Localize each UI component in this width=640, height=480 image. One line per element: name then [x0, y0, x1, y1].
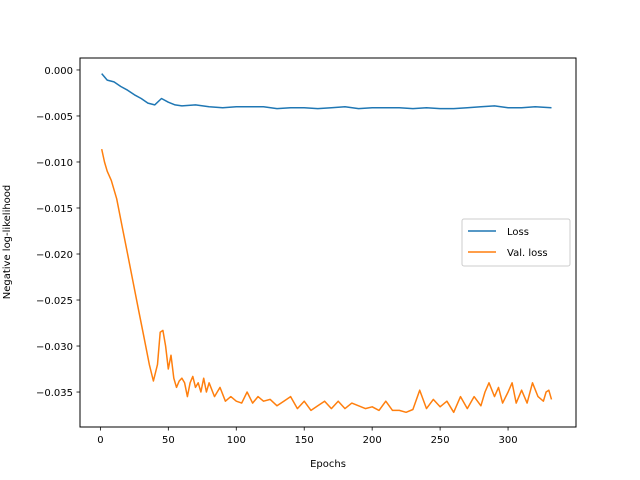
x-tick-label: 200 [363, 435, 382, 446]
x-tick-label: 100 [227, 435, 246, 446]
y-tick-label: −0.035 [36, 388, 73, 399]
legend-label-loss: Loss [507, 227, 529, 238]
legend: Loss Val. loss [461, 218, 571, 267]
series-line-loss [101, 73, 552, 110]
legend-label-val-loss: Val. loss [507, 248, 548, 259]
y-tick-label: −0.015 [36, 204, 73, 215]
y-axis: 0.000 −0.005 −0.010 −0.015 −0.020 −0.025 −0.03… [36, 66, 80, 399]
x-axis: 0 50 100 150 200 250 300 [97, 427, 518, 446]
axes-frame [79, 57, 577, 428]
y-tick-label: 0.000 [44, 66, 73, 77]
plot-area [100, 73, 553, 414]
y-tick-label: −0.020 [36, 250, 73, 261]
x-tick-label: 150 [295, 435, 314, 446]
x-tick-label: 0 [97, 435, 103, 446]
x-tick-label: 50 [162, 435, 175, 446]
x-axis-title: Epochs [310, 459, 346, 470]
y-tick-label: −0.005 [36, 112, 73, 123]
x-tick-label: 300 [499, 435, 518, 446]
y-tick-label: −0.030 [36, 342, 73, 353]
x-tick-label: 250 [431, 435, 450, 446]
series-line-val-loss [100, 148, 553, 414]
y-tick-label: −0.025 [36, 296, 73, 307]
y-axis-title: Negative log-likelihood [2, 185, 13, 300]
y-tick-label: −0.010 [36, 158, 73, 169]
